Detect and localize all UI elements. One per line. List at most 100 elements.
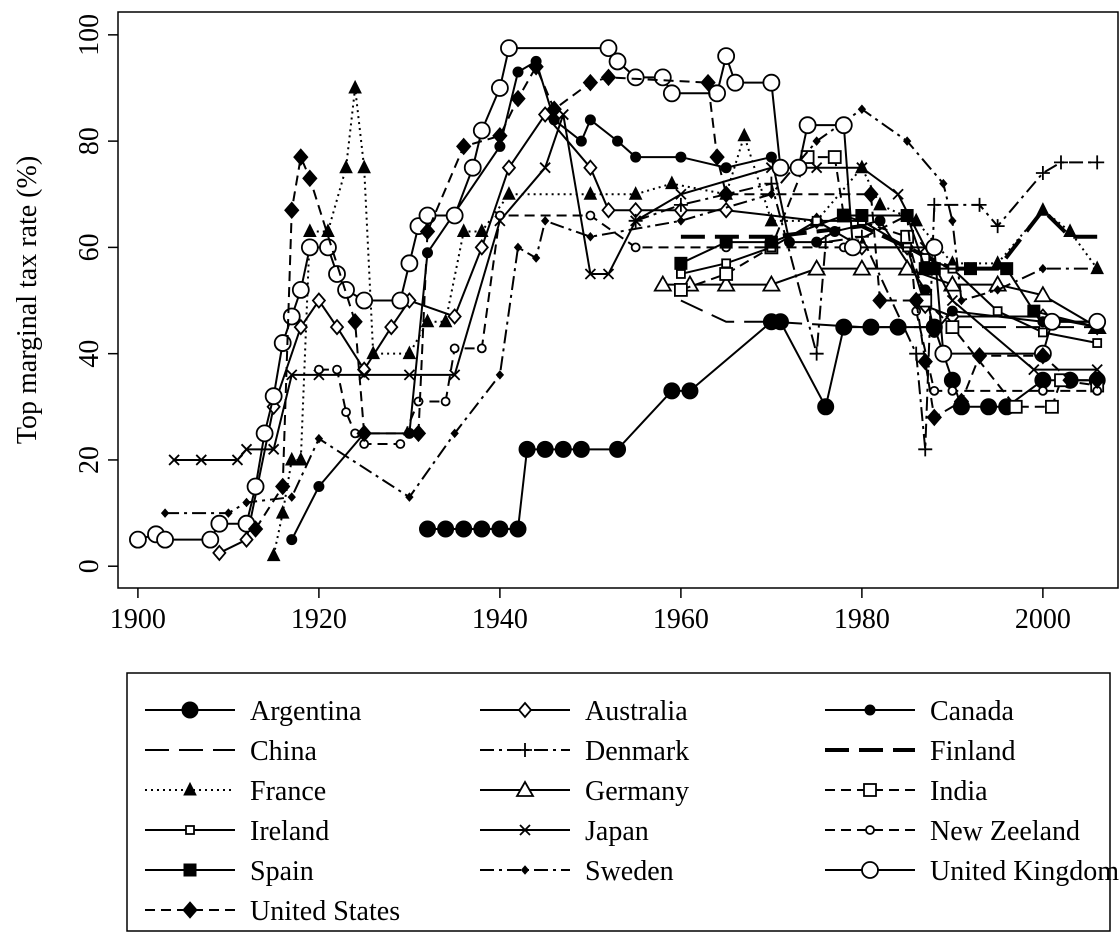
marker <box>700 73 716 92</box>
marker <box>474 239 489 256</box>
marker <box>437 520 455 538</box>
marker <box>512 66 524 78</box>
marker <box>834 116 853 135</box>
marker <box>384 318 399 336</box>
marker <box>438 313 453 328</box>
marker <box>1000 262 1014 276</box>
marker <box>612 135 624 147</box>
marker <box>1089 371 1105 389</box>
marker <box>473 520 491 538</box>
marker <box>413 396 424 407</box>
marker <box>946 294 959 307</box>
marker <box>628 186 643 200</box>
marker <box>212 544 227 562</box>
marker <box>181 701 199 719</box>
marker <box>630 215 642 227</box>
marker <box>855 209 869 223</box>
marker <box>900 229 915 244</box>
marker <box>515 780 535 797</box>
legend-label: Australia <box>585 696 688 727</box>
marker <box>719 267 734 281</box>
marker <box>440 396 451 407</box>
marker <box>405 492 414 502</box>
marker <box>282 307 301 326</box>
marker <box>450 428 459 439</box>
marker <box>240 443 253 455</box>
marker <box>653 68 672 87</box>
y-tick-label: 100 <box>74 14 105 56</box>
marker <box>717 47 736 66</box>
marker <box>531 253 541 263</box>
x-tick-label: 1940 <box>472 604 528 635</box>
legend-label: Japan <box>585 816 649 847</box>
marker <box>182 901 198 919</box>
marker <box>1093 263 1102 274</box>
marker <box>395 439 406 449</box>
marker <box>356 424 372 443</box>
marker <box>502 186 516 200</box>
marker <box>1035 347 1051 365</box>
legend-frame <box>126 672 1111 932</box>
marker <box>771 158 790 177</box>
marker <box>718 201 734 219</box>
legend-label: Denmark <box>585 736 689 767</box>
marker <box>1088 312 1107 331</box>
marker <box>663 382 681 400</box>
marker <box>463 158 482 177</box>
marker <box>185 825 195 835</box>
marker <box>900 209 914 223</box>
marker <box>247 520 264 538</box>
marker <box>403 369 416 381</box>
marker <box>762 73 781 92</box>
marker <box>1045 399 1059 414</box>
marker <box>925 238 944 257</box>
plot-area <box>129 39 1107 562</box>
marker <box>708 84 726 103</box>
marker <box>501 159 517 177</box>
marker <box>980 398 998 416</box>
legend-label: Spain <box>250 856 314 887</box>
marker <box>609 440 627 458</box>
marker <box>1037 385 1048 396</box>
marker <box>293 318 308 336</box>
marker <box>402 345 417 360</box>
marker <box>1092 338 1103 348</box>
marker <box>873 196 887 211</box>
marker <box>929 385 940 396</box>
marker <box>231 454 244 466</box>
marker <box>630 151 642 163</box>
marker <box>927 197 942 212</box>
marker <box>313 481 325 493</box>
marker <box>275 477 291 496</box>
marker <box>602 268 615 280</box>
marker <box>554 440 572 458</box>
marker <box>255 424 274 443</box>
marker <box>510 89 526 108</box>
marker <box>945 320 960 334</box>
marker <box>865 825 875 835</box>
series-line <box>254 64 1098 530</box>
x-tick-label: 1920 <box>291 604 347 635</box>
marker <box>1063 223 1077 237</box>
marker <box>286 369 298 381</box>
y-tick-label: 20 <box>74 446 105 474</box>
marker <box>287 492 296 502</box>
marker <box>311 292 327 309</box>
marker <box>286 534 298 546</box>
marker <box>676 216 686 226</box>
marker <box>843 238 862 257</box>
marker <box>675 269 686 279</box>
marker <box>419 520 437 538</box>
marker <box>1038 263 1048 274</box>
marker <box>583 186 598 200</box>
marker <box>990 219 1005 234</box>
legend-label: Sweden <box>585 856 674 887</box>
marker <box>1091 363 1103 376</box>
marker <box>476 343 487 354</box>
marker <box>348 79 362 94</box>
marker <box>817 398 835 416</box>
series-line <box>165 108 1098 515</box>
marker <box>709 148 725 166</box>
marker <box>195 454 207 466</box>
marker <box>1033 285 1053 303</box>
